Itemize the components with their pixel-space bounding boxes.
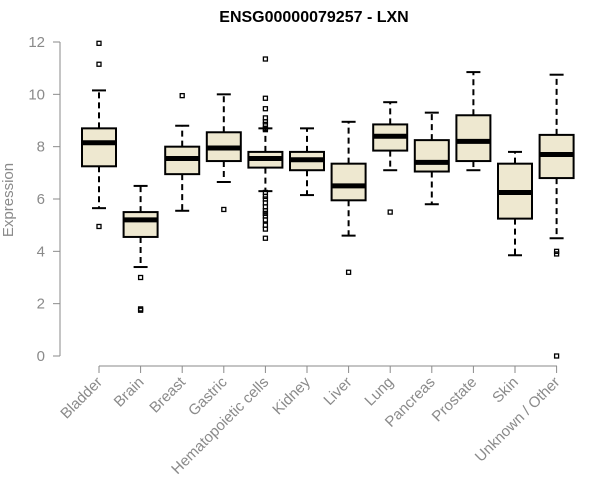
box-rect xyxy=(455,114,492,163)
box-group xyxy=(289,127,325,197)
box-rect xyxy=(330,162,367,202)
y-tick-label: 2 xyxy=(37,296,45,313)
outlier-point xyxy=(262,127,269,133)
box-rect xyxy=(81,127,117,168)
x-tick-label: Kidney xyxy=(269,373,314,418)
outlier-point xyxy=(387,209,393,215)
y-axis-label: Expression xyxy=(0,163,17,237)
box-group xyxy=(81,40,117,230)
y-ticks: 0 2 4 6 8 10 12 xyxy=(28,34,60,365)
outlier-point xyxy=(96,223,102,230)
outlier-point xyxy=(262,95,269,101)
x-tick-label: Prostate xyxy=(429,374,481,426)
box-group xyxy=(413,111,450,206)
outlier-point xyxy=(262,235,269,241)
box-group xyxy=(372,101,409,215)
box-group xyxy=(205,93,242,213)
outlier-point xyxy=(553,251,560,257)
box-rect xyxy=(122,211,159,238)
y-tick-label: 8 xyxy=(37,139,45,156)
outlier-point xyxy=(96,61,102,67)
outlier-point xyxy=(96,40,102,46)
y-tick-label: 10 xyxy=(28,86,45,103)
outlier-point xyxy=(262,226,269,232)
x-tick-label: Brain xyxy=(111,374,148,411)
box-rect xyxy=(413,139,450,173)
boxes xyxy=(81,40,575,359)
x-tick-label: Bladder xyxy=(57,374,106,423)
box-group xyxy=(247,56,284,241)
y-tick-label: 12 xyxy=(28,34,45,51)
y-tick-label: 4 xyxy=(37,243,45,260)
box-group xyxy=(122,184,159,313)
box-group xyxy=(455,71,492,172)
x-tick-label: Skin xyxy=(489,374,522,407)
outlier-point xyxy=(553,353,560,359)
outlier-point xyxy=(262,56,269,62)
x-tick-label: Breast xyxy=(146,373,189,416)
box-group xyxy=(497,150,533,257)
x-tick-label: Lung xyxy=(361,374,397,410)
box-group xyxy=(330,120,367,275)
chart-title: ENSG00000079257 - LXN xyxy=(219,9,408,26)
outlier-point xyxy=(262,217,269,223)
box-group xyxy=(538,73,575,359)
outlier-point xyxy=(345,269,352,275)
outlier-point xyxy=(179,92,185,99)
outlier-point xyxy=(262,106,269,112)
outlier-point xyxy=(137,274,144,281)
outlier-point xyxy=(221,206,227,213)
outlier-point xyxy=(137,307,144,313)
x-tick-label: Liver xyxy=(320,374,355,409)
y-tick-label: 0 xyxy=(37,348,45,365)
y-tick-label: 6 xyxy=(37,191,45,208)
box-group xyxy=(164,92,201,212)
